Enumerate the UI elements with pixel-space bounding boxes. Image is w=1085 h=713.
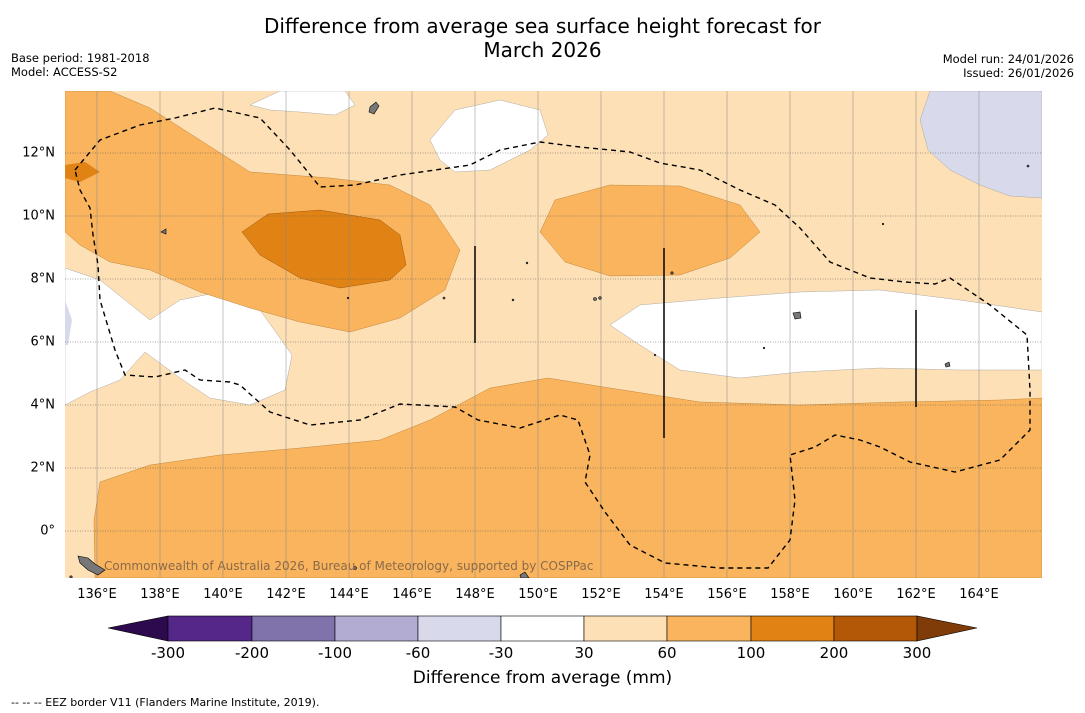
anomaly-100-200-region-edge	[65, 162, 100, 182]
title-line-2: March 2026	[483, 38, 602, 62]
x-tick-label: 152°E	[581, 587, 621, 602]
neutral-region-north-b	[429, 99, 549, 173]
colorbar-seg-pos30	[583, 615, 668, 642]
eez-legend-note: -- -- -- EEZ border V11 (Flanders Marine…	[11, 696, 320, 709]
islands	[69, 101, 1030, 578]
y-tick-label: 10°N	[22, 208, 55, 224]
colorbar-seg-pos60	[666, 615, 752, 642]
y-tick-label: 12°N	[22, 145, 55, 161]
attribution-text: Commonwealth of Australia 2026, Bureau o…	[104, 559, 594, 573]
eez-border	[74, 107, 1031, 569]
colorbar-tick-label: 300	[902, 644, 932, 662]
meta-right: Model run: 24/01/2026 Issued: 26/01/2026	[943, 52, 1074, 80]
x-tick-label: 158°E	[770, 587, 810, 602]
colorbar-tick-label: -30	[488, 644, 514, 662]
colorbar-tick-label: 30	[574, 644, 594, 662]
colorbar-extend-under	[107, 615, 169, 642]
x-tick-label: 140°E	[203, 587, 243, 602]
colorbar-seg-neg200	[251, 615, 336, 642]
x-tick-label: 136°E	[77, 587, 117, 602]
anomaly-60-100-region-central	[539, 184, 761, 277]
anomaly-60-100-region-south	[93, 377, 1042, 578]
x-tick-label: 148°E	[455, 587, 495, 602]
x-tick-label: 162°E	[896, 587, 936, 602]
x-tick-label: 144°E	[329, 587, 369, 602]
y-tick-label: 6°N	[30, 334, 56, 350]
x-tick-label: 150°E	[518, 587, 558, 602]
colorbar-seg-neg60	[417, 615, 502, 642]
x-tick-label: 164°E	[959, 587, 999, 602]
x-tick-label: 138°E	[140, 587, 180, 602]
issued-date: Issued: 26/01/2026	[963, 66, 1074, 80]
y-tick-label: 8°N	[30, 271, 56, 287]
x-tick-label: 160°E	[833, 587, 873, 602]
neutral-region-east	[609, 289, 1042, 379]
y-tick-label: 0°	[40, 523, 55, 539]
colorbar-extend-over	[916, 615, 978, 642]
x-tick-label: 156°E	[707, 587, 747, 602]
anomaly-100-200-region-west	[241, 209, 407, 289]
colorbar-seg-neg100	[334, 615, 419, 642]
model-name: Model: ACCESS-S2	[11, 65, 118, 79]
colorbar-seg-pos200	[833, 615, 918, 642]
colorbar-tick-label: 100	[736, 644, 766, 662]
colorbar-seg-neutral	[500, 615, 585, 642]
x-tick-label: 154°E	[644, 587, 684, 602]
colorbar-tick-label: 60	[657, 644, 677, 662]
anomaly-neg60-region-northeast	[919, 91, 1042, 199]
colorbar-tick-label: 200	[819, 644, 849, 662]
latitude-gridlines	[65, 152, 1042, 532]
base-period: Base period: 1981-2018	[11, 51, 150, 65]
map-title: Difference from average sea surface heig…	[0, 14, 1085, 62]
map-area: Commonwealth of Australia 2026, Bureau o…	[65, 91, 1042, 578]
meta-left: Base period: 1981-2018 Model: ACCESS-S2	[11, 51, 150, 79]
colorbar-seg-neg300	[167, 615, 253, 642]
boundary-lines	[474, 246, 917, 438]
longitude-gridlines	[96, 91, 980, 578]
colorbar	[107, 615, 978, 642]
neutral-region-north-a	[249, 91, 356, 116]
model-run: Model run: 24/01/2026	[942, 52, 1074, 66]
colorbar-label: Difference from average (mm)	[412, 668, 673, 688]
colorbar-tick-label: -200	[234, 644, 270, 662]
y-tick-label: 4°N	[30, 397, 56, 413]
x-tick-label: 146°E	[392, 587, 432, 602]
colorbar-tick-label: -60	[405, 644, 431, 662]
title-line-1: Difference from average sea surface heig…	[263, 14, 822, 38]
x-tick-label: 142°E	[266, 587, 306, 602]
colorbar-seg-pos100	[750, 615, 835, 642]
colorbar-tick-label: -100	[317, 644, 353, 662]
y-tick-label: 2°N	[30, 460, 56, 476]
colorbar-tick-label: -300	[150, 644, 186, 662]
anomaly-neg60-region-west	[65, 300, 72, 345]
